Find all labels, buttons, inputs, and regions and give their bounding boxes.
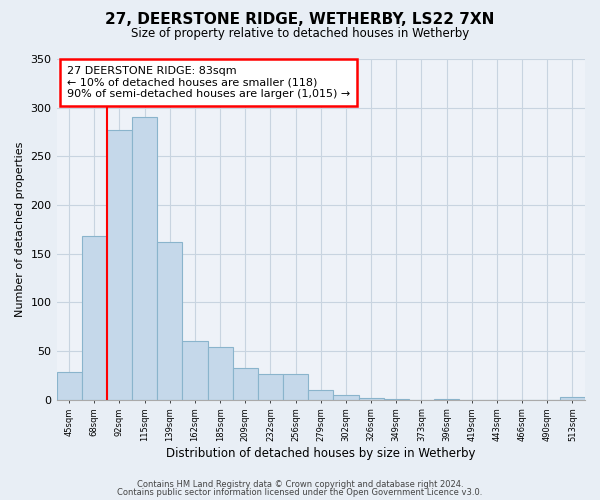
Text: Contains public sector information licensed under the Open Government Licence v3: Contains public sector information licen… [118,488,482,497]
X-axis label: Distribution of detached houses by size in Wetherby: Distribution of detached houses by size … [166,447,476,460]
Bar [157,242,182,400]
Bar [334,395,359,400]
Bar [359,398,383,400]
Text: Size of property relative to detached houses in Wetherby: Size of property relative to detached ho… [131,28,469,40]
Bar [283,374,308,400]
Bar [560,397,585,400]
Bar [258,374,283,400]
Bar [132,118,157,400]
Bar [82,236,107,400]
Bar [434,399,459,400]
Bar [182,342,208,400]
Bar [308,390,334,400]
Bar [208,347,233,400]
Y-axis label: Number of detached properties: Number of detached properties [15,142,25,317]
Bar [383,399,409,400]
Text: Contains HM Land Registry data © Crown copyright and database right 2024.: Contains HM Land Registry data © Crown c… [137,480,463,489]
Bar [107,130,132,400]
Bar [233,368,258,400]
Text: 27, DEERSTONE RIDGE, WETHERBY, LS22 7XN: 27, DEERSTONE RIDGE, WETHERBY, LS22 7XN [106,12,494,28]
Text: 27 DEERSTONE RIDGE: 83sqm
← 10% of detached houses are smaller (118)
90% of semi: 27 DEERSTONE RIDGE: 83sqm ← 10% of detac… [67,66,350,99]
Bar [56,372,82,400]
